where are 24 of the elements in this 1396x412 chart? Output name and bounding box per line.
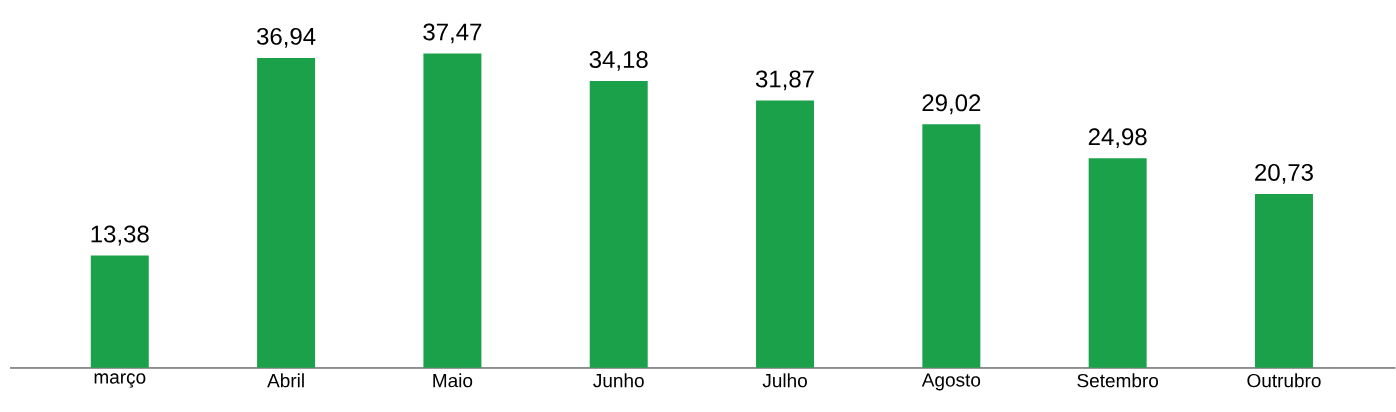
bar (589, 81, 648, 368)
x-tick-label: março (94, 373, 146, 388)
data-label: 13,38 (91, 225, 149, 246)
data-label: 20,73 (1255, 163, 1313, 184)
bar (1088, 158, 1147, 368)
x-tick-label: Junho (593, 373, 644, 388)
x-tick-label: Abril (267, 373, 304, 388)
x-tick-label: Maio (433, 373, 473, 388)
bar (257, 57, 316, 368)
data-label: 37,47 (423, 23, 482, 44)
bar (90, 255, 149, 368)
data-label: 24,98 (1088, 128, 1147, 149)
data-label: 34,18 (589, 51, 648, 71)
data-label: 31,87 (755, 70, 814, 91)
x-tick-label: Outrubro (1247, 373, 1321, 388)
data-label: 36,94 (256, 27, 316, 48)
bar (423, 53, 482, 368)
x-tick-label: Setembro (1077, 373, 1159, 388)
bar (756, 100, 815, 368)
bar (922, 124, 981, 368)
bar (1254, 193, 1313, 368)
data-label: 29,02 (922, 94, 981, 115)
x-tick-label: Julho (762, 373, 807, 388)
x-tick-label: Agosto (921, 373, 981, 391)
